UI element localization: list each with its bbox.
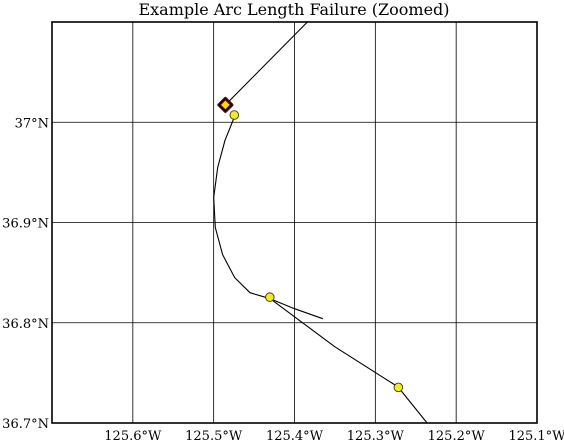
chart-title: Example Arc Length Failure (Zoomed) [138, 0, 449, 19]
markers [217, 96, 404, 393]
grid-lines [52, 22, 538, 424]
x-tick-label: 125.6°W [104, 429, 162, 442]
track-lines [213, 21, 428, 424]
y-tick-label: 36.9°N [2, 217, 49, 232]
point-marker [393, 382, 404, 393]
x-tick-label: 125.4°W [266, 429, 324, 442]
y-tick-label: 37°N [15, 116, 49, 131]
y-tick-label: 36.7°N [2, 417, 49, 432]
x-tick-label: 125.1°W [508, 429, 564, 442]
point-marker [265, 292, 275, 302]
plot-frame [51, 21, 538, 424]
y-tick-label: 36.8°N [2, 317, 49, 332]
track-line [225, 21, 308, 106]
track-line [213, 115, 323, 320]
point-marker [229, 110, 240, 120]
x-tick-label: 125.3°W [347, 429, 405, 442]
y-axis-ticks: 36.7°N 36.8°N 36.9°N 37°N [2, 116, 49, 432]
x-tick-label: 125.5°W [185, 429, 243, 442]
x-tick-label: 125.2°W [428, 429, 486, 442]
start-diamond-outline [218, 97, 233, 113]
x-axis-ticks: 125.6°W 125.5°W 125.4°W 125.3°W 125.2°W 125.1… [104, 429, 564, 442]
track-line [269, 298, 428, 424]
